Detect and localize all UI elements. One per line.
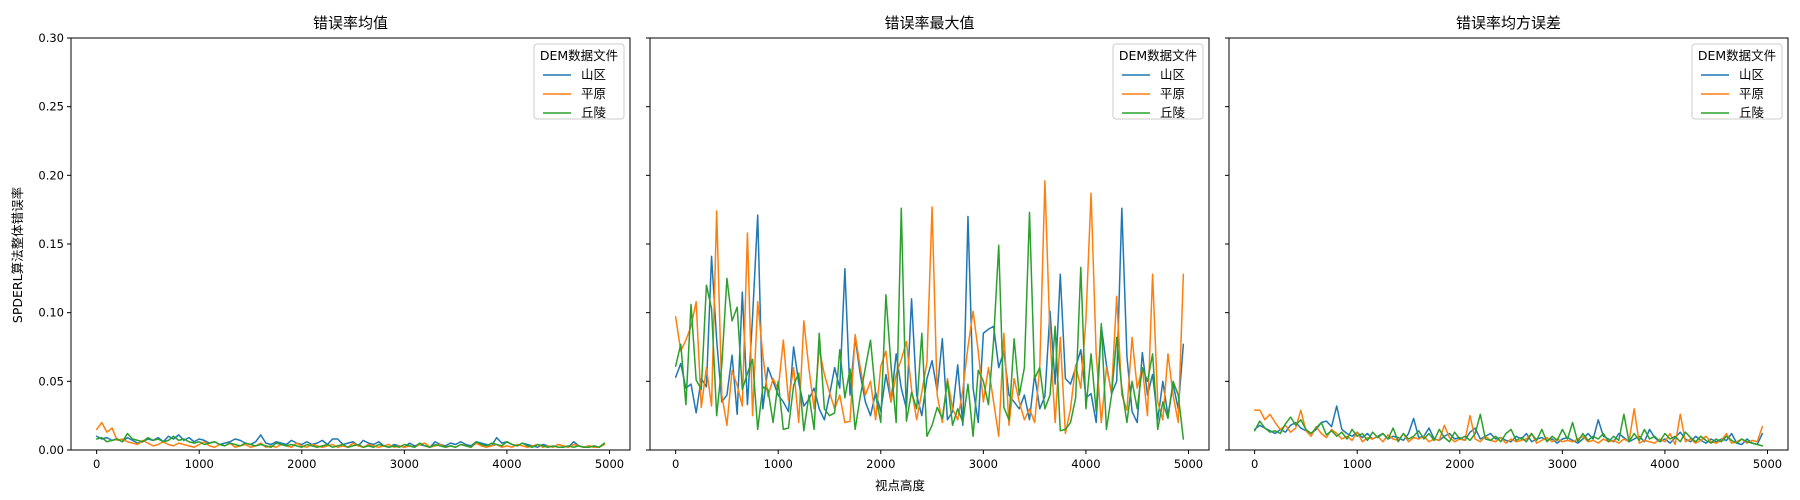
panel-title: 错误率最大值 (884, 14, 974, 32)
legend-entry-3: 丘陵 (1739, 105, 1765, 120)
series-line-3 (1253, 413, 1764, 447)
x-tick-label: 1000 (185, 457, 214, 471)
legend-entry-3: 丘陵 (1160, 105, 1186, 120)
legend-entry-2: 平原 (1160, 86, 1185, 101)
series-line-3 (95, 432, 606, 448)
x-tick-label: 5000 (1174, 457, 1203, 471)
legend-entry-1: 山区 (1160, 67, 1185, 82)
x-tick-label: 4000 (492, 457, 521, 471)
x-tick-label: 4000 (1650, 457, 1679, 471)
x-tick-label: 3000 (390, 457, 419, 471)
legend-box (533, 43, 625, 120)
series-line-2 (95, 421, 606, 448)
x-tick-label: 1000 (764, 457, 793, 471)
series-line-1 (1253, 405, 1764, 446)
x-tick-label: 1000 (1343, 457, 1372, 471)
chart-panel-1: 0 1000 2000 3000 4000 5000 0.00 0.05 0.10 0.15 0.2… (38, 14, 631, 471)
x-tick-label: 3000 (969, 457, 998, 471)
legend-entry-2: 平原 (581, 86, 606, 101)
y-axis-label: SPDERL算法整体错误率 (10, 187, 25, 323)
y-tick-label: 0.25 (38, 100, 64, 114)
panel-title: 错误率均方误差 (1456, 14, 1561, 32)
series-group (1253, 405, 1764, 447)
x-tick-label: 2000 (866, 457, 895, 471)
legend-entry-2: 平原 (1739, 86, 1764, 101)
legend-entry-1: 山区 (581, 67, 606, 82)
legend-title: DEM数据文件 (540, 48, 618, 63)
panel-title: 错误率均值 (313, 14, 388, 32)
x-tick-label: 5000 (595, 457, 624, 471)
y-tick-label: 0.15 (38, 237, 64, 251)
y-tick-label: 0.10 (38, 306, 64, 320)
x-axis-label: 视点高度 (875, 478, 926, 493)
x-tick-label: 4000 (1071, 457, 1100, 471)
x-tick-label: 0 (672, 457, 679, 471)
legend-box (1112, 43, 1204, 120)
x-tick-label: 2000 (287, 457, 316, 471)
y-tick-label: 0.20 (38, 168, 64, 182)
x-tick-label: 5000 (1753, 457, 1782, 471)
y-tick-label: 0.30 (38, 31, 64, 45)
series-line-2 (674, 180, 1185, 438)
legend-title: DEM数据文件 (1119, 48, 1197, 63)
x-tick-label: 0 (1251, 457, 1258, 471)
legend-title: DEM数据文件 (1698, 48, 1776, 63)
y-tick-label: 0.05 (38, 374, 64, 388)
series-line-2 (1253, 408, 1764, 446)
legend-entry-1: 山区 (1739, 67, 1764, 82)
legend-box (1691, 43, 1783, 120)
x-tick-label: 0 (93, 457, 100, 471)
x-tick-label: 2000 (1445, 457, 1474, 471)
series-group (95, 421, 606, 448)
y-tick-label: 0.00 (38, 443, 64, 457)
chart-panel-3: 0 1000 2000 3000 4000 5000 错误率均方误差 DEM数据文件山区平原丘… (1225, 14, 1789, 471)
series-group (674, 180, 1185, 440)
series-line-3 (674, 207, 1185, 440)
x-tick-label: 3000 (1548, 457, 1577, 471)
legend-entry-3: 丘陵 (581, 105, 607, 120)
